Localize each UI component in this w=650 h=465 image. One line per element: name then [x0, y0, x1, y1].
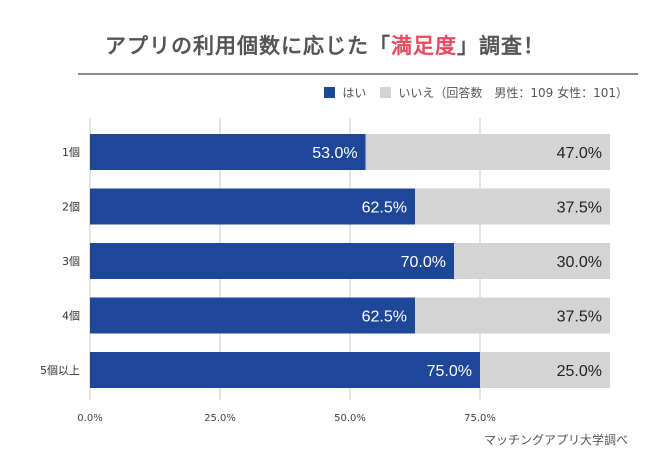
data-label-no-1: 37.5% — [557, 200, 602, 217]
data-label-no-3: 37.5% — [557, 309, 602, 326]
legend: はい いいえ （回答数 男性：109 女性：101） — [324, 84, 628, 101]
category-label-4: 5個以上 — [40, 364, 80, 377]
bar-no-1 — [415, 188, 610, 225]
bar-yes-4 — [90, 352, 480, 388]
title-divider — [78, 73, 638, 75]
bar-yes-2 — [90, 243, 454, 279]
data-label-yes-0: 53.0% — [312, 145, 357, 162]
bar-no-3 — [415, 297, 610, 334]
data-label-no-0: 47.0% — [557, 145, 602, 162]
legend-note: （回答数 男性：109 女性：101） — [434, 86, 628, 100]
data-label-no-2: 30.0% — [557, 254, 602, 271]
x-tick-label-1: 25.0% — [204, 413, 236, 424]
bar-no-0 — [365, 134, 610, 170]
title-suffix: 」調査！ — [457, 34, 545, 58]
data-label-no-4: 25.0% — [557, 363, 602, 380]
bar-yes-3 — [90, 297, 415, 334]
bar-yes-1 — [90, 188, 415, 225]
data-label-yes-1: 62.5% — [362, 200, 407, 217]
bar-no-4 — [480, 352, 610, 388]
category-label-0: 1個 — [62, 146, 80, 159]
category-label-2: 3個 — [62, 255, 80, 268]
category-label-1: 2個 — [62, 201, 80, 214]
source-credit: マッチングアプリ大学調べ — [483, 433, 628, 447]
category-label-3: 4個 — [62, 310, 80, 323]
x-tick-label-2: 50.0% — [334, 413, 366, 424]
data-label-yes-3: 62.5% — [362, 309, 407, 326]
x-tick-label-3: 75.0% — [464, 413, 496, 424]
chart-title: アプリの利用個数に応じた「満足度」調査！ — [0, 30, 650, 60]
x-tick-label-0: 0.0% — [77, 413, 102, 424]
legend-swatch-yes — [324, 87, 336, 98]
data-label-yes-2: 70.0% — [401, 254, 446, 271]
bar-yes-0 — [90, 134, 366, 170]
title-highlight: 満足度 — [391, 34, 457, 58]
legend-label-yes: はい — [342, 86, 367, 100]
data-label-yes-4: 75.0% — [427, 363, 472, 380]
title-prefix: アプリの利用個数に応じた「 — [105, 34, 391, 58]
bar-no-2 — [454, 243, 610, 279]
legend-label-no: いいえ — [398, 86, 435, 100]
legend-swatch-no — [380, 87, 392, 98]
